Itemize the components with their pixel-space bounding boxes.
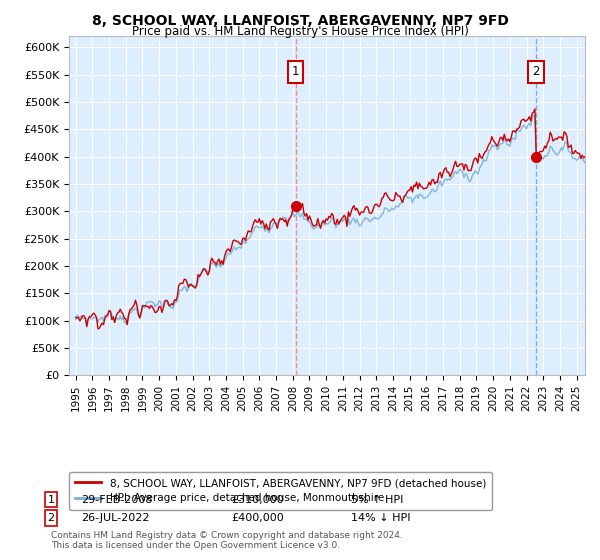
- Text: 5% ↑ HPI: 5% ↑ HPI: [351, 494, 403, 505]
- Text: £400,000: £400,000: [231, 513, 284, 523]
- Text: 1: 1: [292, 66, 299, 78]
- Text: 26-JUL-2022: 26-JUL-2022: [81, 513, 149, 523]
- Text: 29-FEB-2008: 29-FEB-2008: [81, 494, 152, 505]
- Text: This data is licensed under the Open Government Licence v3.0.: This data is licensed under the Open Gov…: [51, 541, 340, 550]
- Text: 8, SCHOOL WAY, LLANFOIST, ABERGAVENNY, NP7 9FD: 8, SCHOOL WAY, LLANFOIST, ABERGAVENNY, N…: [92, 14, 508, 28]
- Text: 2: 2: [533, 66, 540, 78]
- Text: 14% ↓ HPI: 14% ↓ HPI: [351, 513, 410, 523]
- Text: 1: 1: [47, 494, 55, 505]
- Text: Price paid vs. HM Land Registry's House Price Index (HPI): Price paid vs. HM Land Registry's House …: [131, 25, 469, 38]
- Text: £310,000: £310,000: [231, 494, 284, 505]
- Text: Contains HM Land Registry data © Crown copyright and database right 2024.: Contains HM Land Registry data © Crown c…: [51, 531, 403, 540]
- Legend: 8, SCHOOL WAY, LLANFOIST, ABERGAVENNY, NP7 9FD (detached house), HPI: Average pr: 8, SCHOOL WAY, LLANFOIST, ABERGAVENNY, N…: [69, 472, 492, 510]
- Text: 2: 2: [47, 513, 55, 523]
